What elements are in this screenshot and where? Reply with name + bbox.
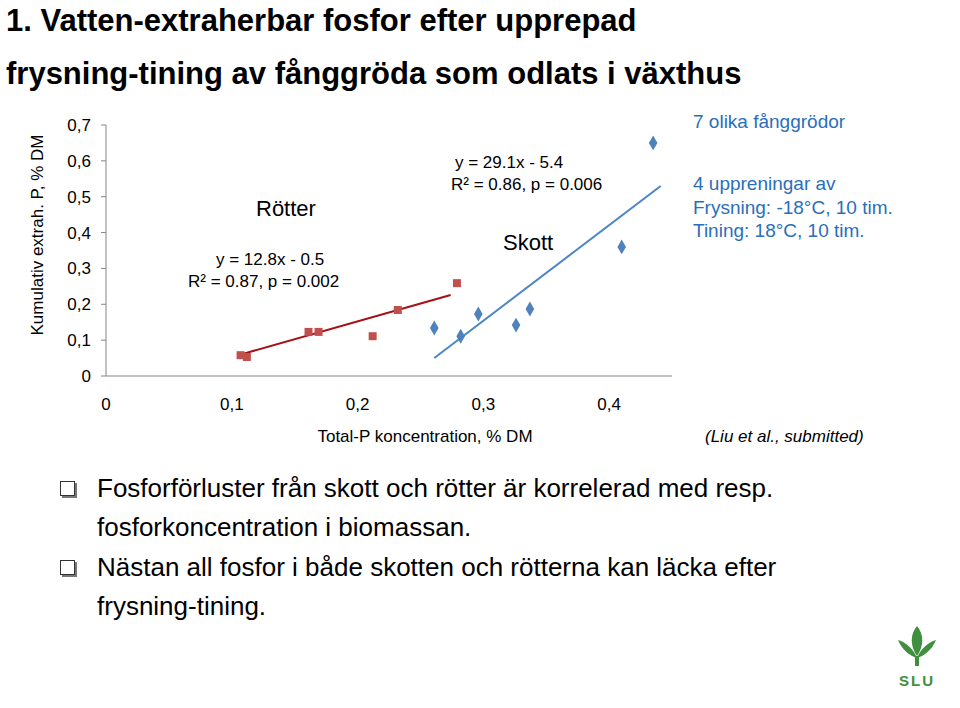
svg-text:0,6: 0,6 bbox=[67, 152, 91, 171]
svg-text:0,5: 0,5 bbox=[67, 188, 91, 207]
svg-text:0,1: 0,1 bbox=[220, 395, 244, 414]
svg-text:0,3: 0,3 bbox=[472, 395, 496, 414]
svg-text:0,3: 0,3 bbox=[67, 259, 91, 278]
html-text:Fosforförluster från skott och: Fosforförluster från skott och rötter är… bbox=[97, 473, 774, 542]
svg-text:0,2: 0,2 bbox=[67, 295, 91, 314]
html-text:Tining: 18°C, 10 tim.: Tining: 18°C, 10 tim. bbox=[693, 220, 865, 241]
html-text:R² = 0.87, p = 0.002: R² = 0.87, p = 0.002 bbox=[188, 272, 340, 291]
html-text:R² = 0.86, p = 0.006: R² = 0.86, p = 0.006 bbox=[451, 175, 603, 194]
svg-text:0: 0 bbox=[101, 395, 110, 414]
html-text:Total-P koncentration, % DM: Total-P koncentration, % DM bbox=[317, 427, 533, 446]
svg-text:0,7: 0,7 bbox=[67, 116, 91, 135]
html-text:1. Vatten-extraherbar fosfor e: 1. Vatten-extraherbar fosfor efter uppre… bbox=[6, 3, 742, 91]
html-text:(Liu et al., submitted): (Liu et al., submitted) bbox=[705, 427, 864, 446]
svg-text:0,4: 0,4 bbox=[67, 224, 91, 243]
html-text:Nästan all fosfor i både skott: Nästan all fosfor i både skotten och röt… bbox=[97, 552, 777, 621]
svg-text:0,4: 0,4 bbox=[597, 395, 621, 414]
html-text:SLU: SLU bbox=[899, 672, 935, 689]
svg-text:0,2: 0,2 bbox=[346, 395, 370, 414]
html-text:y = 12.8x - 0.5: y = 12.8x - 0.5 bbox=[216, 250, 325, 269]
html-text:Rötter: Rötter bbox=[256, 196, 316, 221]
svg-text:0: 0 bbox=[82, 367, 91, 386]
html-text:7 olika fånggrödor: 7 olika fånggrödor bbox=[693, 111, 846, 132]
html-text:y = 29.1x - 5.4: y = 29.1x - 5.4 bbox=[455, 153, 564, 172]
svg-text:0,1: 0,1 bbox=[67, 331, 91, 350]
html-text:Kumulativ extrah. P, % DM: Kumulativ extrah. P, % DM bbox=[28, 134, 47, 336]
html-text:Frysning: -18°C, 10 tim.: Frysning: -18°C, 10 tim. bbox=[693, 197, 893, 218]
html-text:4 uppreningar av: 4 uppreningar av bbox=[693, 173, 836, 194]
html-text:Skott: Skott bbox=[503, 230, 554, 255]
